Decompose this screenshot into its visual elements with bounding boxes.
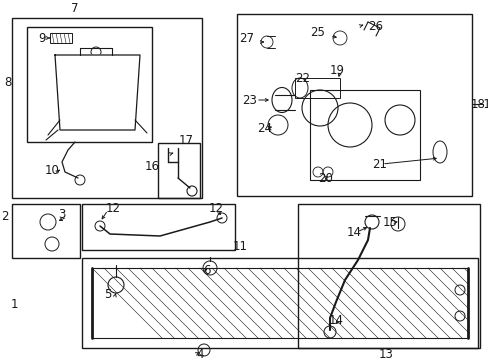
Bar bbox=[309, 90, 419, 180]
Text: 20: 20 bbox=[318, 171, 333, 184]
Text: 7: 7 bbox=[71, 1, 79, 14]
Text: 12: 12 bbox=[208, 202, 223, 215]
Text: 14: 14 bbox=[346, 225, 361, 238]
Bar bbox=[82, 258, 477, 348]
Bar bbox=[294, 78, 339, 98]
Bar bbox=[297, 204, 479, 348]
Text: 12: 12 bbox=[105, 202, 120, 215]
Text: 18: 18 bbox=[469, 98, 485, 111]
Text: 22: 22 bbox=[295, 72, 310, 85]
Text: 3: 3 bbox=[58, 207, 65, 220]
Text: 1: 1 bbox=[10, 298, 18, 311]
Text: 4: 4 bbox=[196, 347, 203, 360]
Bar bbox=[12, 204, 80, 258]
Text: 13: 13 bbox=[378, 347, 393, 360]
Text: 6: 6 bbox=[203, 264, 210, 276]
Text: 16: 16 bbox=[144, 161, 159, 174]
Text: 15: 15 bbox=[382, 216, 397, 229]
Text: 9: 9 bbox=[38, 31, 46, 45]
Text: 24: 24 bbox=[257, 122, 272, 135]
Text: 10: 10 bbox=[44, 163, 60, 176]
Bar bbox=[237, 14, 471, 196]
Bar bbox=[12, 18, 202, 198]
Text: 26: 26 bbox=[368, 19, 383, 32]
Text: 17: 17 bbox=[178, 134, 193, 147]
Text: 21: 21 bbox=[372, 158, 386, 171]
Text: 11: 11 bbox=[232, 239, 247, 252]
Text: 27: 27 bbox=[239, 31, 254, 45]
Text: 2: 2 bbox=[1, 211, 9, 224]
Text: -18: -18 bbox=[478, 98, 488, 111]
Bar bbox=[92, 268, 467, 338]
Text: 19: 19 bbox=[329, 63, 344, 77]
Text: 14: 14 bbox=[328, 314, 343, 327]
Text: 8: 8 bbox=[4, 76, 12, 89]
Text: 25: 25 bbox=[310, 26, 325, 39]
Bar bbox=[50, 33, 72, 43]
Bar bbox=[82, 204, 235, 250]
Text: 5: 5 bbox=[104, 288, 111, 302]
Bar bbox=[27, 27, 152, 142]
Polygon shape bbox=[55, 55, 140, 130]
Bar bbox=[158, 143, 200, 198]
Text: 23: 23 bbox=[242, 94, 257, 107]
